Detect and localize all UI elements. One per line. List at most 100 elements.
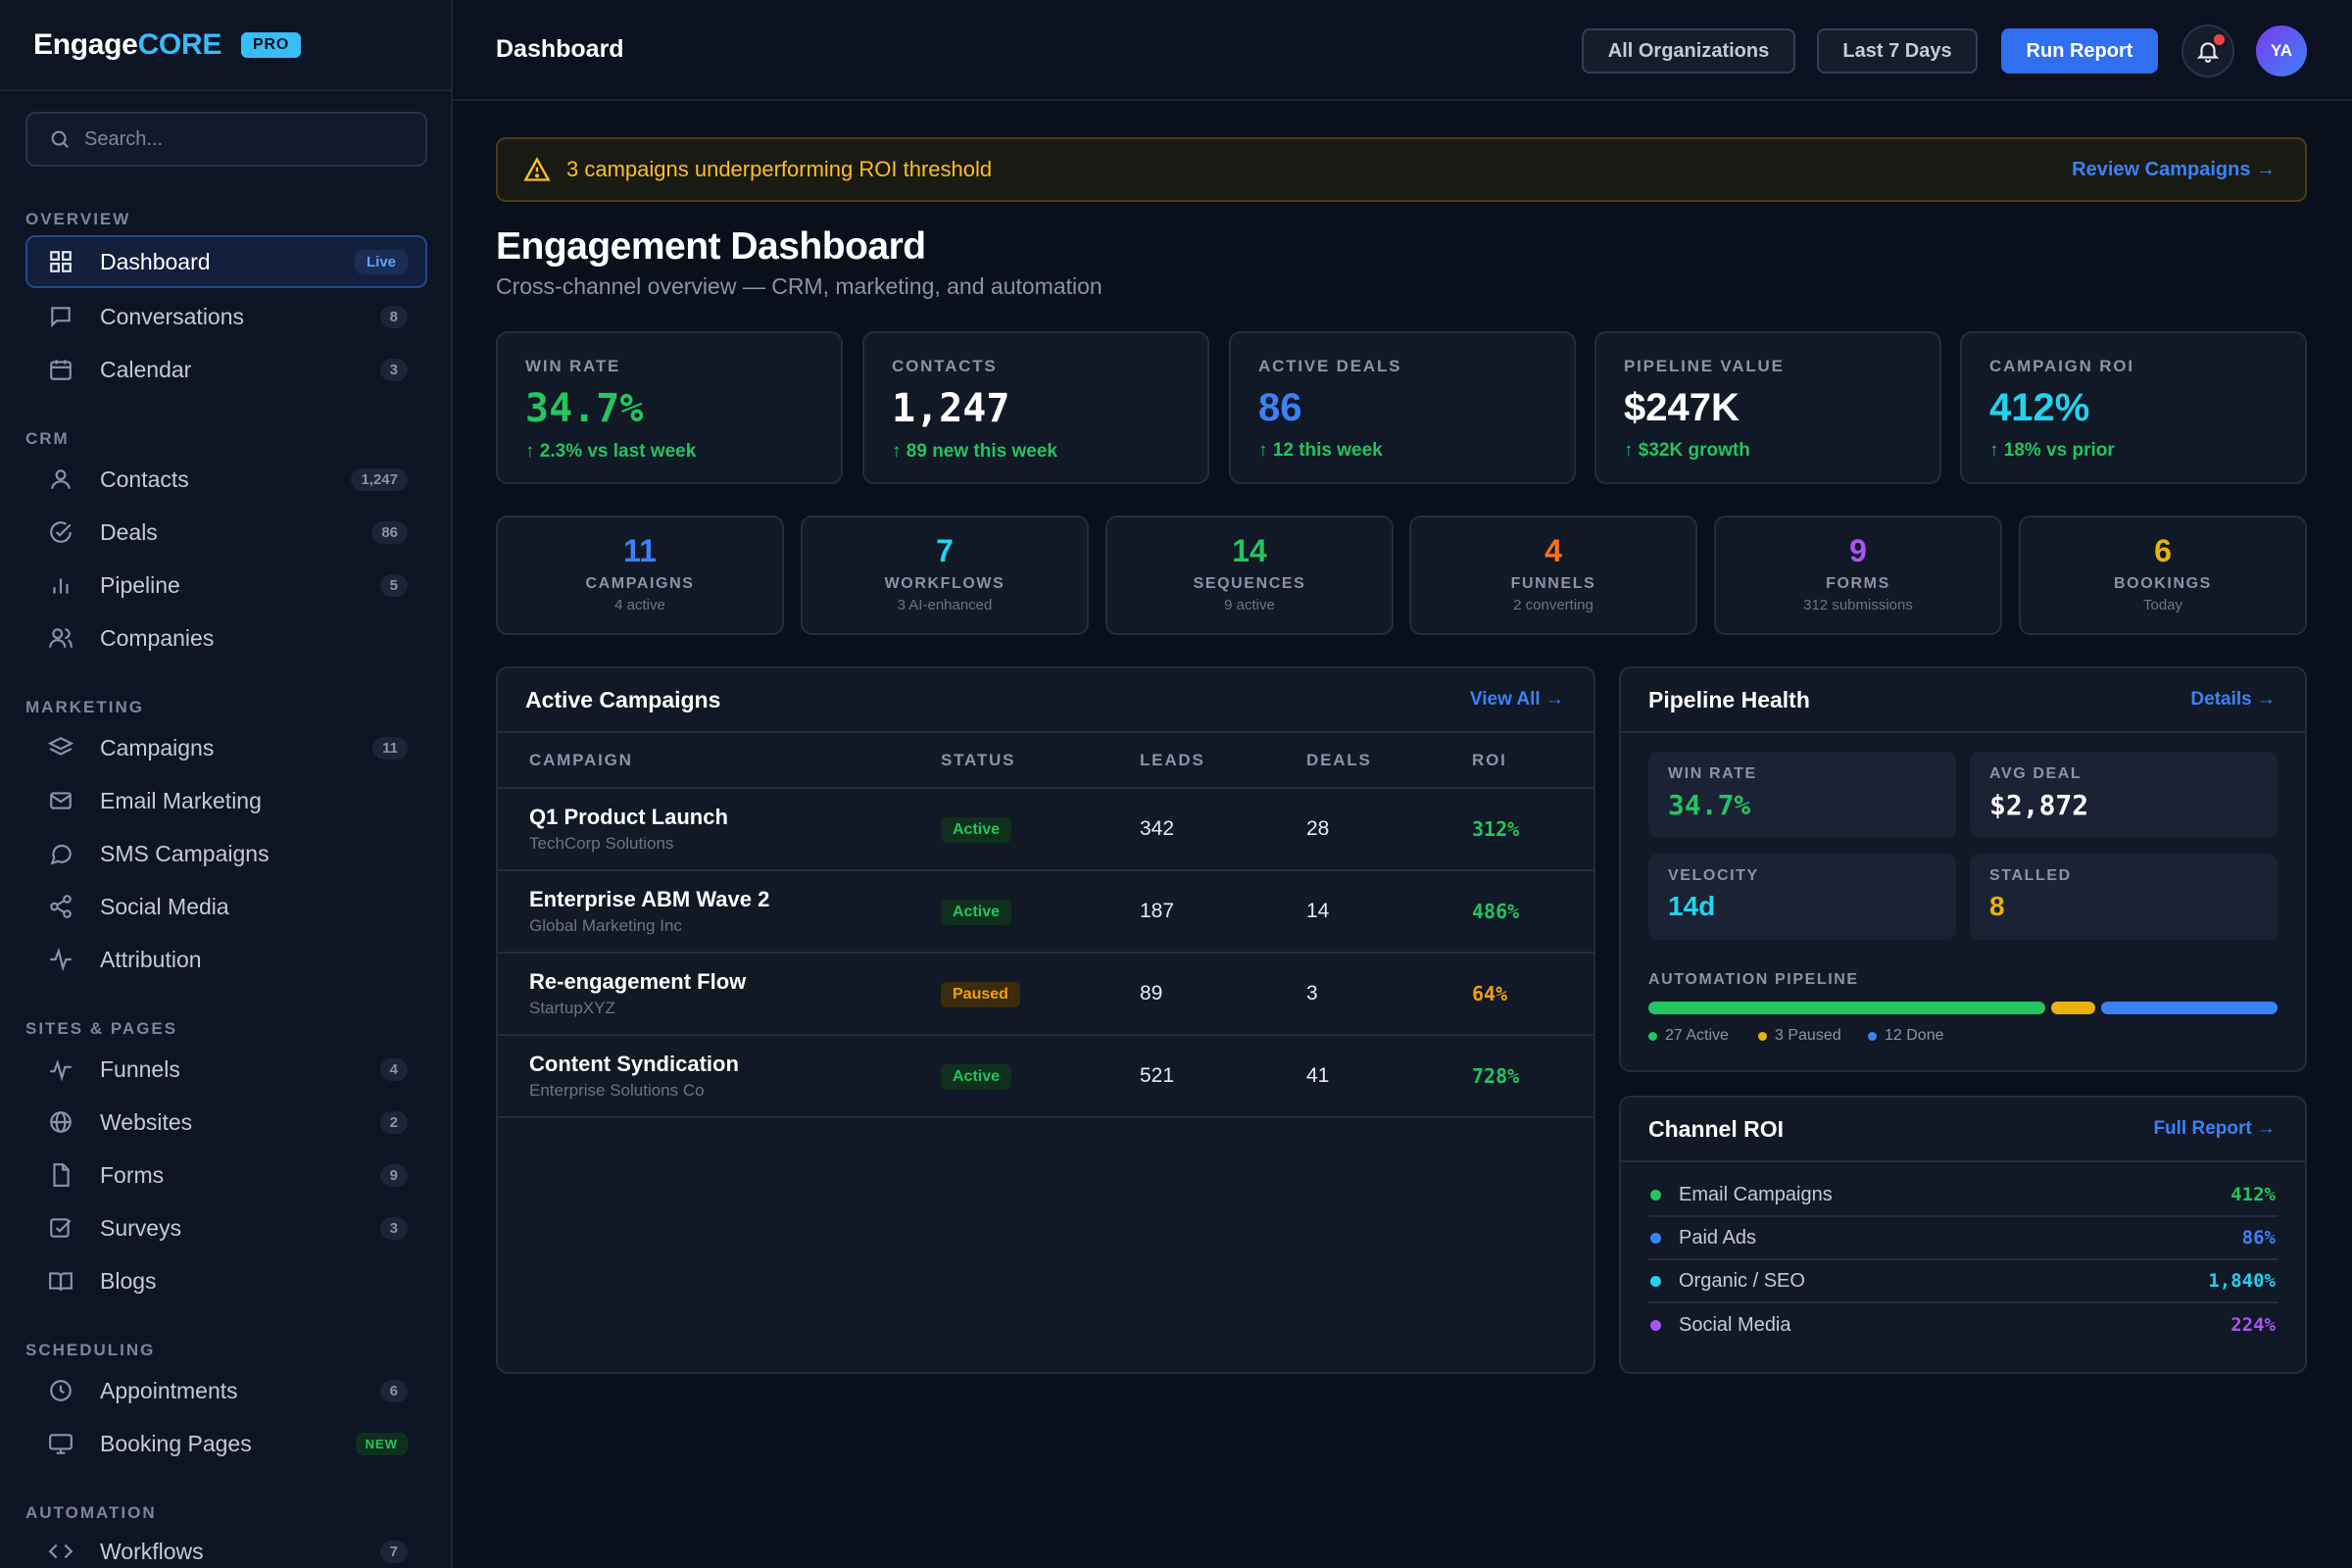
notifications-button[interactable] (2181, 24, 2234, 77)
section-sites-pages: SITES & PAGES (25, 1019, 178, 1038)
sidebar-item-funnels[interactable]: Funnels 4 (25, 1043, 427, 1096)
sidebar-item-workflows[interactable]: Workflows 7 (25, 1525, 427, 1568)
checkbox-icon (45, 1212, 76, 1244)
status-badge: Paused (941, 981, 1020, 1007)
sidebar-item-sms-campaigns[interactable]: SMS Campaigns (25, 827, 427, 880)
brand[interactable]: EngageCORE PRO (0, 0, 451, 91)
legend-label: 3 Paused (1775, 1027, 1841, 1044)
sidebar-item-attribution[interactable]: Attribution (25, 933, 427, 986)
stat-card-forms[interactable]: 9 FORMS 312 submissions (1714, 515, 2002, 635)
stat-card-sequences[interactable]: 14 SEQUENCES 9 active (1105, 515, 1394, 635)
bar-chart-icon (45, 569, 76, 601)
column-header-deals[interactable]: DEALS (1275, 733, 1441, 789)
stat-card-campaigns[interactable]: 11 CAMPAIGNS 4 active (496, 515, 784, 635)
pipeline-stat-avg-deal: AVG DEAL $2,872 (1970, 752, 2278, 838)
organization-filter-button[interactable]: All Organizations (1582, 28, 1795, 74)
leads-cell: 342 (1108, 788, 1275, 871)
search-input[interactable] (84, 127, 398, 151)
sidebar-item-label: Pipeline (100, 571, 180, 598)
sidebar-item-forms[interactable]: Forms 9 (25, 1149, 427, 1201)
dashboard-heading: Engagement Dashboard (496, 225, 926, 268)
column-header-roi[interactable]: ROI (1441, 733, 1593, 789)
avatar[interactable]: YA (2256, 25, 2307, 76)
users-icon (45, 622, 76, 654)
sidebar-item-contacts[interactable]: Contacts 1,247 (25, 453, 427, 506)
sidebar-item-social-media[interactable]: Social Media (25, 880, 427, 933)
stat-label: FORMS (1826, 575, 1890, 592)
campaign-org: Global Marketing Inc (529, 916, 682, 935)
status-badge: Active (941, 816, 1012, 843)
leads-cell: 521 (1108, 1035, 1275, 1118)
column-header-leads[interactable]: LEADS (1108, 733, 1275, 789)
deals-cell: 3 (1275, 953, 1441, 1036)
table-row[interactable]: Content Syndication Enterprise Solutions … (498, 1035, 1593, 1118)
automation-pipeline-label: AUTOMATION PIPELINE (1648, 971, 1859, 988)
sidebar-item-dashboard[interactable]: Dashboard Live (25, 235, 427, 288)
sidebar-item-blogs[interactable]: Blogs (25, 1254, 427, 1307)
kpi-value: $247K (1624, 386, 1740, 429)
campaign-name: Content Syndication (529, 1052, 739, 1076)
sidebar-item-conversations[interactable]: Conversations 8 (25, 290, 427, 343)
pipeline-stat-value: 8 (1989, 891, 2005, 921)
view-all-link[interactable]: View All → (1469, 689, 1564, 710)
notification-dot (2214, 34, 2225, 45)
kpi-delta: ↑ 18% vs prior (1989, 440, 2115, 461)
sidebar-item-label: Forms (100, 1161, 165, 1188)
code-icon (45, 1536, 76, 1567)
alert-message: 3 campaigns underperforming ROI threshol… (566, 157, 993, 181)
sidebar-item-email-marketing[interactable]: Email Marketing (25, 774, 427, 827)
section-marketing: MARKETING (25, 698, 144, 716)
roi-cell: 312% (1441, 788, 1593, 871)
full-report-link[interactable]: Full Report → (2153, 1118, 2276, 1139)
channel-row-email[interactable]: Email Campaigns 412% (1648, 1174, 2278, 1217)
stat-card-bookings[interactable]: 6 BOOKINGS Today (2019, 515, 2307, 635)
sidebar-item-companies[interactable]: Companies (25, 612, 427, 664)
message-icon (45, 838, 76, 869)
sidebar-item-surveys[interactable]: Surveys 3 (25, 1201, 427, 1254)
topbar: Dashboard All Organizations Last 7 Days … (453, 0, 2352, 101)
table-row[interactable]: Re-engagement Flow StartupXYZ Paused 89 3… (498, 953, 1593, 1036)
sidebar-item-label: SMS Campaigns (100, 840, 270, 866)
sidebar-item-deals[interactable]: Deals 86 (25, 506, 427, 559)
activity-icon (45, 944, 76, 975)
campaign-cell: Enterprise ABM Wave 2 Global Marketing In… (498, 870, 909, 954)
channel-dot (1650, 1319, 1661, 1331)
search-box[interactable] (25, 112, 427, 167)
table-row[interactable]: Enterprise ABM Wave 2 Global Marketing In… (498, 870, 1593, 954)
date-range-button[interactable]: Last 7 Days (1817, 28, 1978, 74)
run-report-button[interactable]: Run Report (2001, 28, 2158, 74)
stat-card-funnels[interactable]: 4 FUNNELS 2 converting (1409, 515, 1697, 635)
sidebar-item-appointments[interactable]: Appointments 6 (25, 1364, 427, 1417)
stat-card-workflows[interactable]: 7 WORKFLOWS 3 AI-enhanced (801, 515, 1089, 635)
sidebar-item-label: Booking Pages (100, 1430, 252, 1456)
roi-value: 312% (1472, 816, 1520, 841)
count-badge: 11 (372, 736, 408, 760)
review-campaigns-link[interactable]: Review Campaigns → (2072, 158, 2276, 180)
sidebar-item-calendar[interactable]: Calendar 3 (25, 343, 427, 396)
table-row[interactable]: Q1 Product Launch TechCorp Solutions Acti… (498, 788, 1593, 871)
monitor-icon (45, 1428, 76, 1459)
channel-value: 412% (2230, 1184, 2276, 1205)
sidebar-item-websites[interactable]: Websites 2 (25, 1096, 427, 1149)
deals-cell: 41 (1275, 1035, 1441, 1118)
campaign-org: Enterprise Solutions Co (529, 1081, 705, 1100)
status-badge: Active (941, 1063, 1012, 1090)
channel-row-social-media[interactable]: Social Media 224% (1648, 1303, 2278, 1347)
roi-value: 64% (1472, 981, 1508, 1005)
column-header-campaign[interactable]: CAMPAIGN (498, 733, 909, 789)
clock-icon (45, 1375, 76, 1406)
section-scheduling: SCHEDULING (25, 1341, 156, 1359)
sidebar-item-pipeline[interactable]: Pipeline 5 (25, 559, 427, 612)
sidebar-item-campaigns[interactable]: Campaigns 11 (25, 721, 427, 774)
channel-value: 86% (2241, 1227, 2276, 1249)
roi-value: 486% (1472, 899, 1520, 923)
panel-header: Pipeline Health Details → (1621, 668, 2305, 733)
details-link[interactable]: Details → (2190, 689, 2276, 710)
channel-row-organic-seo[interactable]: Organic / SEO 1,840% (1648, 1260, 2278, 1303)
sidebar-item-booking-pages[interactable]: Booking Pages NEW (25, 1417, 427, 1470)
column-header-status[interactable]: STATUS (909, 733, 1108, 789)
deals-cell: 28 (1275, 788, 1441, 871)
stat-value: 11 (623, 533, 657, 568)
channel-row-paid-ads[interactable]: Paid Ads 86% (1648, 1217, 2278, 1260)
share-icon (45, 891, 76, 922)
